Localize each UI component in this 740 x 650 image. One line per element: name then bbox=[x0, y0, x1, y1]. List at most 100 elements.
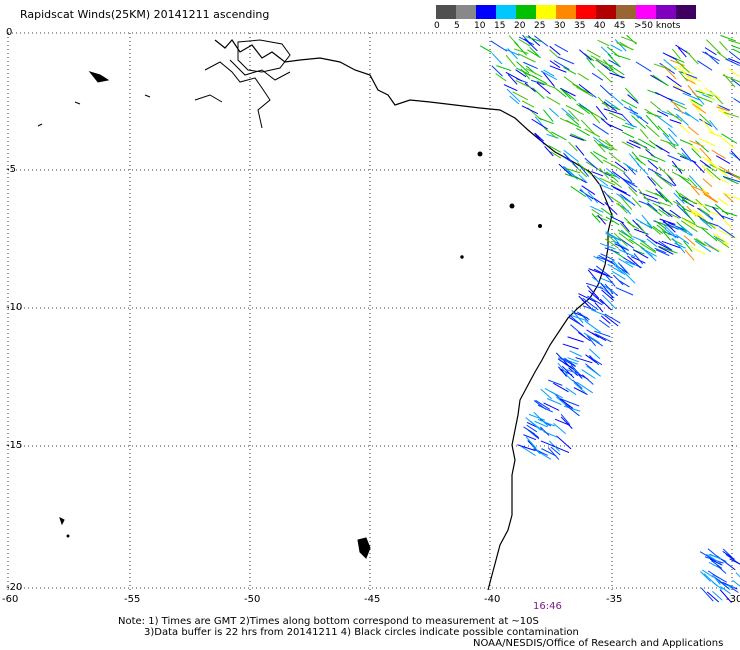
wind-barb bbox=[597, 68, 612, 83]
wind-barb bbox=[517, 53, 536, 63]
wind-barb bbox=[582, 305, 597, 311]
wind-barb bbox=[593, 268, 612, 279]
wind-barb bbox=[579, 189, 594, 200]
wind-barb bbox=[594, 330, 611, 338]
wind-barb bbox=[709, 119, 718, 131]
wind-barb bbox=[560, 414, 571, 425]
wind-barb bbox=[543, 109, 554, 122]
wind-barb bbox=[658, 175, 676, 187]
wind-barb bbox=[691, 210, 705, 220]
lon-tick-label: -30 bbox=[726, 594, 740, 605]
wind-barb bbox=[652, 74, 669, 87]
wind-barb bbox=[706, 167, 721, 181]
wind-barb bbox=[729, 558, 740, 565]
wind-barb bbox=[735, 572, 740, 578]
wind-barb bbox=[599, 298, 612, 311]
scale-label: 0 bbox=[434, 21, 440, 31]
wind-barb bbox=[667, 127, 678, 137]
wind-barb bbox=[687, 84, 699, 99]
wind-barb bbox=[641, 214, 652, 227]
wind-barb bbox=[490, 40, 508, 52]
wind-barb bbox=[526, 424, 538, 433]
pass-time-label: 16:46 bbox=[533, 601, 562, 612]
scale-label: 10 bbox=[474, 21, 486, 31]
wind-barb bbox=[722, 548, 733, 558]
wind-barb bbox=[723, 192, 734, 203]
wind-barb bbox=[584, 320, 602, 333]
wind-barb bbox=[507, 48, 518, 60]
lon-tick-label: -60 bbox=[2, 594, 18, 605]
wind-barb bbox=[623, 106, 639, 115]
wind-barb bbox=[617, 203, 628, 214]
wind-barb bbox=[659, 221, 674, 229]
wind-barb bbox=[505, 71, 523, 82]
wind-barb bbox=[621, 221, 630, 233]
wind-barb bbox=[639, 128, 649, 140]
wind-barb bbox=[509, 95, 520, 105]
wind-barb bbox=[565, 105, 584, 116]
wind-barb bbox=[582, 297, 599, 311]
lon-tick-label: -35 bbox=[606, 594, 622, 605]
wind-barb bbox=[576, 127, 590, 137]
wind-barb bbox=[590, 151, 604, 164]
wind-barb bbox=[602, 59, 614, 71]
wind-barb bbox=[558, 163, 573, 177]
wind-barb bbox=[564, 404, 580, 417]
wind-barb bbox=[713, 235, 725, 243]
wind-speed-color-scale: 0 5 10 15 20 25 30 35 40 45 >50 knots bbox=[434, 5, 696, 35]
wind-barb bbox=[605, 216, 620, 226]
wind-barb bbox=[720, 35, 736, 42]
wind-barb bbox=[544, 127, 557, 139]
wind-barb bbox=[628, 238, 645, 250]
scale-label: 5 bbox=[454, 21, 460, 31]
wind-barb bbox=[700, 587, 714, 602]
wind-barb bbox=[521, 105, 539, 115]
wind-barb bbox=[598, 169, 611, 177]
wind-barb bbox=[591, 332, 607, 342]
wind-barb bbox=[662, 52, 677, 61]
wind-barb bbox=[592, 123, 609, 135]
wind-barb bbox=[603, 101, 618, 112]
wind-barb bbox=[636, 163, 649, 176]
wind-barb bbox=[534, 420, 548, 428]
wind-barb bbox=[584, 53, 595, 62]
wind-barb bbox=[560, 88, 572, 100]
wind-barb bbox=[691, 99, 703, 107]
wind-barb bbox=[636, 223, 648, 235]
wind-barb bbox=[565, 113, 580, 126]
wind-barb bbox=[645, 114, 660, 131]
wind-barb bbox=[515, 79, 531, 89]
wind-barb bbox=[623, 162, 638, 173]
scale-swatch bbox=[536, 5, 556, 19]
wind-barb bbox=[654, 247, 667, 254]
wind-barb bbox=[703, 193, 718, 204]
wind-barb bbox=[523, 434, 537, 441]
wind-barb bbox=[611, 170, 626, 181]
wind-barb bbox=[655, 144, 670, 154]
wind-barb bbox=[579, 312, 589, 322]
wind-barb bbox=[565, 119, 582, 129]
wind-barb bbox=[591, 72, 604, 81]
wind-barb bbox=[717, 109, 729, 117]
wind-barb bbox=[540, 388, 553, 400]
wind-barb bbox=[560, 398, 580, 407]
wind-barb bbox=[593, 197, 605, 206]
wind-barb bbox=[673, 224, 686, 233]
wind-barb bbox=[723, 111, 739, 118]
wind-barb bbox=[600, 283, 614, 299]
wind-barb bbox=[534, 133, 545, 145]
wind-barb bbox=[624, 87, 639, 102]
wind-barb bbox=[718, 226, 735, 238]
wind-barb bbox=[648, 167, 662, 176]
wind-barb bbox=[534, 35, 549, 47]
wind-barb bbox=[667, 154, 681, 162]
wind-barb bbox=[629, 111, 643, 119]
map-title: Rapidscat Winds(25KM) 20141211 ascending bbox=[20, 8, 270, 21]
wind-barb bbox=[716, 234, 729, 245]
wind-barb bbox=[643, 249, 657, 257]
wind-barb bbox=[563, 66, 577, 75]
wind-barb bbox=[679, 139, 693, 146]
wind-barb bbox=[608, 64, 625, 76]
scale-swatch bbox=[576, 5, 596, 19]
wind-barb bbox=[523, 61, 538, 70]
